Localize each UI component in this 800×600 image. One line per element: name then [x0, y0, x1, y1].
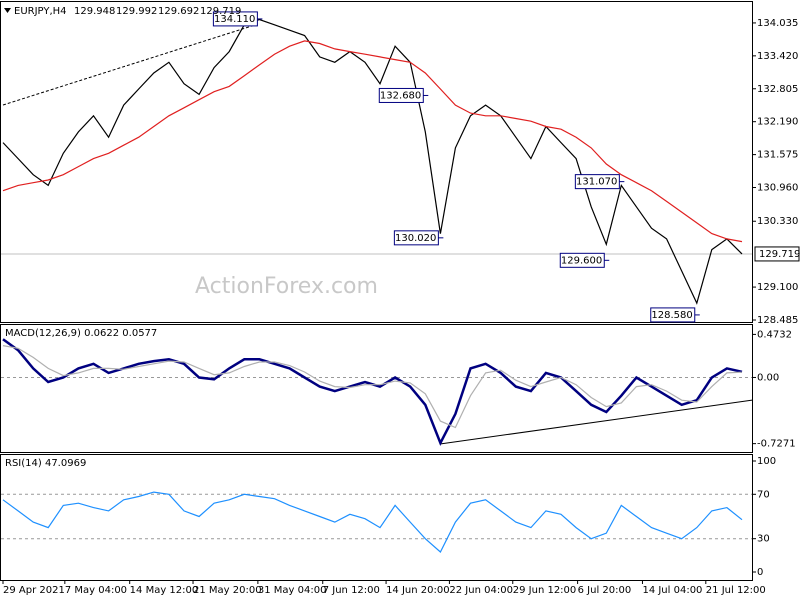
y-tick-label: 0.4732 — [757, 329, 792, 340]
annotation-box — [650, 307, 696, 323]
y-tick-label: 134.035 — [757, 18, 798, 29]
annotation-box — [574, 174, 620, 190]
x-tick-label: 29 Apr 2021 — [3, 585, 65, 596]
y-tick-label: 133.420 — [757, 51, 798, 62]
symbol: EURJPY,H4 — [14, 6, 67, 17]
y-tick-label: 130.330 — [757, 216, 798, 227]
trend-line — [2, 24, 256, 106]
last-price-box — [754, 246, 800, 262]
y-tick-label: 131.575 — [757, 150, 798, 161]
series-line — [2, 345, 743, 429]
y-tick-label: 0.00 — [757, 372, 779, 383]
panel-border — [0, 454, 753, 581]
annotation-label: 128.580 — [651, 310, 692, 321]
series-line — [2, 491, 743, 553]
y-tick-label: 30 — [757, 534, 770, 545]
panel-title: RSI(14) 47.0969 — [5, 458, 86, 469]
menu-triangle — [4, 8, 11, 13]
annotation-box — [378, 87, 424, 103]
x-tick-label: 14 Jul 04:00 — [642, 585, 702, 596]
y-tick-label: 132.190 — [757, 117, 798, 128]
annotation-box — [212, 11, 258, 27]
panel-border — [0, 1, 753, 323]
annotation-label: 132.680 — [380, 90, 421, 101]
y-tick-label: 0 — [757, 567, 763, 578]
y-tick-label: 130.960 — [757, 183, 798, 194]
annotation-box — [559, 252, 605, 268]
ohlc-value: 129.692 — [158, 6, 199, 17]
series-line — [2, 18, 743, 305]
x-tick-label: 22 Jun 04:00 — [449, 585, 513, 596]
x-tick-label: 29 Jun 12:00 — [513, 585, 577, 596]
y-tick-label: 128.485 — [757, 315, 798, 326]
panel-border — [0, 324, 753, 453]
y-tick-label: 100 — [757, 456, 776, 467]
x-tick-label: 21 Jul 12:00 — [706, 585, 766, 596]
annotation-label: 134.110 — [214, 14, 255, 25]
annotation-label: 130.020 — [395, 233, 436, 244]
x-tick-label: 7 Jun 12:00 — [323, 585, 380, 596]
ohlc-value: 129.948 — [74, 6, 115, 17]
panel-title: MACD(12,26,9) 0.0622 0.0577 — [5, 328, 157, 339]
y-tick-label: 129.100 — [757, 282, 798, 293]
y-tick-label: 70 — [757, 489, 770, 500]
x-tick-label: 7 May 04:00 — [65, 585, 127, 596]
x-tick-label: 21 May 20:00 — [193, 585, 262, 596]
annotation-box — [393, 230, 439, 246]
ohlc-value: 129.992 — [116, 6, 157, 17]
x-tick-label: 14 May 12:00 — [130, 585, 199, 596]
ohlc-value: 129.719 — [200, 6, 241, 17]
watermark: ActionForex.com — [195, 274, 378, 299]
trend-line — [439, 399, 754, 445]
x-tick-label: 6 Jul 20:00 — [578, 585, 632, 596]
last-price-label: 129.719 — [759, 249, 800, 260]
y-tick-label: 132.805 — [757, 84, 798, 95]
annotation-label: 129.600 — [561, 255, 602, 266]
annotation-label: 131.070 — [576, 177, 617, 188]
x-tick-label: 14 Jun 20:00 — [386, 585, 450, 596]
series-line — [2, 40, 743, 243]
y-tick-label: -0.7271 — [757, 439, 796, 450]
x-tick-label: 31 May 04:00 — [258, 585, 327, 596]
